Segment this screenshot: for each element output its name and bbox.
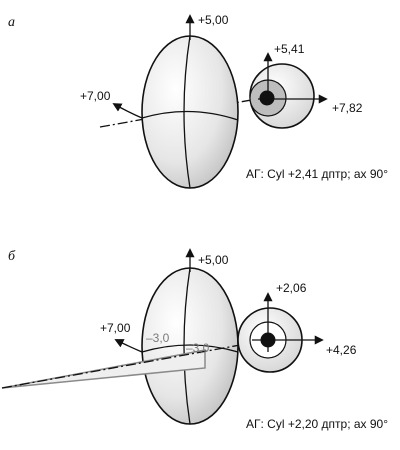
panel-a-lens-left-label: +7,00 bbox=[80, 89, 111, 103]
panel-b: б +5,00 +7,00 –3,0 –3,0 +2,06 +4,26 АГ: … bbox=[1, 248, 388, 431]
panel-a: а +5,00 +7,00 +5,41 +7,82 АГ: Cyl +2,41 … bbox=[8, 13, 388, 189]
panel-b-lens-left-arrow bbox=[114, 339, 143, 353]
panel-a-eye-top-label: +5,41 bbox=[274, 42, 305, 56]
panel-b-letter: б bbox=[8, 249, 16, 264]
panel-b-lens-horizontal-meridian bbox=[141, 344, 239, 353]
panel-b-eye-top-label: +2,06 bbox=[276, 281, 307, 295]
panel-a-eye-right-label: +7,82 bbox=[332, 101, 363, 115]
panel-a-lens-horizontal-meridian bbox=[141, 110, 239, 121]
panel-a-letter: а bbox=[8, 15, 15, 30]
panel-b-prism-wedge bbox=[1, 349, 206, 389]
panel-a-lens-left-arrow bbox=[112, 103, 143, 119]
panel-b-prism-left-label: –3,0 bbox=[146, 331, 170, 345]
panel-b-lens-top-label: +5,00 bbox=[198, 253, 229, 267]
panel-a-caption: АГ: Cyl +2,41 дптр; ах 90° bbox=[246, 167, 388, 181]
panel-b-lens-left-label: +7,00 bbox=[100, 321, 131, 335]
panel-b-lens-vertical-meridian bbox=[183, 267, 191, 425]
panel-b-prism-right-label: –3,0 bbox=[186, 341, 210, 355]
panel-b-eye-right-label: +4,26 bbox=[326, 343, 357, 357]
panel-b-caption: АГ: Cyl +2,20 дптр; ах 90° bbox=[246, 417, 388, 431]
panel-b-optical-axis bbox=[1, 339, 269, 389]
panel-a-lens-top-label: +5,00 bbox=[198, 13, 229, 27]
panel-a-pupil bbox=[259, 90, 275, 106]
